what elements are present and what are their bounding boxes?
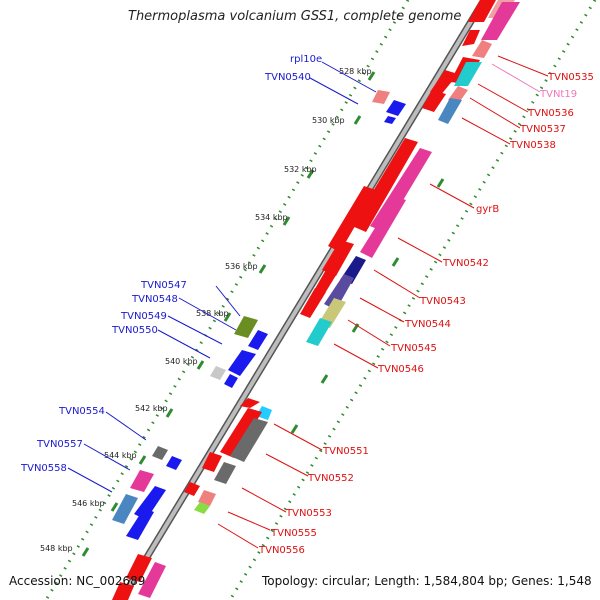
gene-label-tvn0543[interactable]: TVN0543 (419, 296, 466, 307)
gene-block-tvn0557 (130, 470, 154, 492)
tick-label-548: 548 kbp (40, 544, 73, 553)
gene-block-tvn0554 (152, 446, 168, 460)
gene-arrow-tvn0553a (202, 452, 222, 472)
gene-block-tvn0551 (256, 406, 272, 420)
gene-arrow-tvn0537b (422, 90, 446, 112)
tick-label-528: 528 kbp (339, 67, 372, 76)
tick-label-530: 530 kbp (312, 116, 345, 125)
gene-arrow-tvn0554b (166, 456, 182, 470)
gene-label-tvnt19[interactable]: TVNt19 (539, 89, 577, 100)
gene-block-tvn0556 (194, 502, 210, 514)
gene-arrow-tvn0558b (126, 508, 154, 540)
gene-label-tvn0555[interactable]: TVN0555 (270, 528, 317, 539)
gene-block-gyrb-pink (370, 148, 432, 232)
gene-labels-right: TVN0535 TVNt19 TVN0536 TVN0537 TVN0538 g… (258, 72, 594, 556)
gene-arrow-tvn0542a (328, 186, 376, 252)
gene-arrow-bottom-b (112, 582, 134, 600)
gene-block-tvn0558 (112, 494, 138, 524)
gene-block-tvnt19 (472, 40, 492, 58)
gene-block-tvn0544 (324, 274, 354, 310)
gene-block-tvn0547 (234, 316, 258, 338)
gene-arrow-tvn0540 (386, 100, 406, 116)
gene-block-bottom-pink (138, 562, 166, 598)
gene-label-tvn0556[interactable]: TVN0556 (258, 545, 305, 556)
map-title: Thermoplasma volcanium GSS1, complete ge… (128, 9, 462, 24)
gene-block-tvn0536-cyan (454, 62, 482, 86)
gene-block-tvn0552 (230, 418, 268, 462)
gene-block-tvn0550 (210, 366, 226, 380)
gene-label-tvn0540[interactable]: TVN0540 (264, 72, 311, 83)
tick-label-540: 540 kbp (165, 357, 198, 366)
gene-arrow-tvn0551a (240, 398, 260, 408)
gene-label-tvn0547[interactable]: TVN0547 (140, 280, 187, 291)
gene-block-tvn0555 (198, 490, 216, 506)
gene-arrow-tvn0550b (224, 374, 238, 388)
gene-arrow-tvn0552a (220, 408, 262, 458)
gene-arrow-tvn0544b (300, 288, 326, 318)
gene-label-tvn0536[interactable]: TVN0536 (527, 108, 574, 119)
outer-tick-marks (290, 178, 445, 434)
gene-label-tvn0549[interactable]: TVN0549 (120, 311, 167, 322)
gene-label-tvn0553[interactable]: TVN0553 (285, 508, 332, 519)
gene-label-tvn0552[interactable]: TVN0552 (307, 473, 354, 484)
tick-label-544: 544 kbp (104, 451, 137, 460)
gene-block-tvn0535-pink (481, 2, 520, 40)
tick-label-534: 534 kbp (255, 213, 288, 222)
gene-labels-left: rpl10e TVN0540 TVN0547 TVN0548 TVN0549 T… (20, 54, 322, 474)
leader-lines-right (217, 55, 549, 549)
accession-text: Accession: NC_002689 (9, 574, 146, 588)
gene-arrow-tvn0542b (322, 240, 354, 276)
gene-label-tvn0545[interactable]: TVN0545 (390, 343, 437, 354)
tick-marks (81, 71, 376, 557)
gene-label-gyrb[interactable]: gyrB (476, 204, 499, 215)
tick-labels: 528 kbp 530 kbp 532 kbp 534 kbp 536 kbp … (40, 67, 372, 553)
gene-label-tvn0546[interactable]: TVN0546 (377, 364, 424, 375)
leader-lines-left (67, 61, 377, 493)
gene-arrow-tvn0540b (384, 116, 396, 124)
gene-label-tvn0558[interactable]: TVN0558 (20, 463, 67, 474)
gene-block-tvn0549 (228, 350, 256, 376)
tick-label-546: 546 kbp (72, 499, 105, 508)
topology-text: Topology: circular; Length: 1,584,804 bp… (262, 574, 592, 588)
gene-label-tvn0557[interactable]: TVN0557 (36, 439, 83, 450)
gene-features-left[interactable] (112, 90, 406, 540)
gene-label-tvn0537[interactable]: TVN0537 (519, 124, 566, 135)
gene-label-tvn0538[interactable]: TVN0538 (509, 140, 556, 151)
gene-label-tvn0548[interactable]: TVN0548 (131, 294, 178, 305)
gene-arrow-tvn0536b (430, 70, 458, 96)
gene-arrow-small-a (462, 30, 480, 46)
gene-block-tvn0546 (306, 318, 332, 346)
gene-arrow-bottom-a (126, 554, 152, 582)
gene-block-rpl10e (372, 90, 390, 104)
gene-label-tvn0550[interactable]: TVN0550 (111, 325, 158, 336)
gene-features-right[interactable] (112, 0, 520, 600)
gene-arrow-gyrb (352, 138, 418, 232)
tick-label-538: 538 kbp (196, 309, 229, 318)
tick-label-536: 536 kbp (225, 262, 258, 271)
gene-block-tvn0542-pink (360, 196, 406, 258)
gene-arrow-tvn0548 (248, 330, 268, 350)
gene-label-tvn0544[interactable]: TVN0544 (404, 319, 451, 330)
gene-arrow-tvn0555a (184, 482, 200, 496)
backbone (119, 0, 486, 600)
tick-label-532: 532 kbp (284, 165, 317, 174)
gene-arrow-tvn0534 (468, 0, 496, 22)
gene-block-tvn0538 (438, 98, 462, 124)
gene-label-tvn0554[interactable]: TVN0554 (58, 406, 105, 417)
gene-label-rpl10e[interactable]: rpl10e (290, 54, 322, 65)
tick-label-542: 542 kbp (135, 404, 168, 413)
gene-label-tvn0535[interactable]: TVN0535 (547, 72, 594, 83)
gene-label-tvn0551[interactable]: TVN0551 (322, 446, 369, 457)
gene-block-tvn0553 (214, 462, 236, 484)
gene-label-tvn0542[interactable]: TVN0542 (442, 258, 489, 269)
